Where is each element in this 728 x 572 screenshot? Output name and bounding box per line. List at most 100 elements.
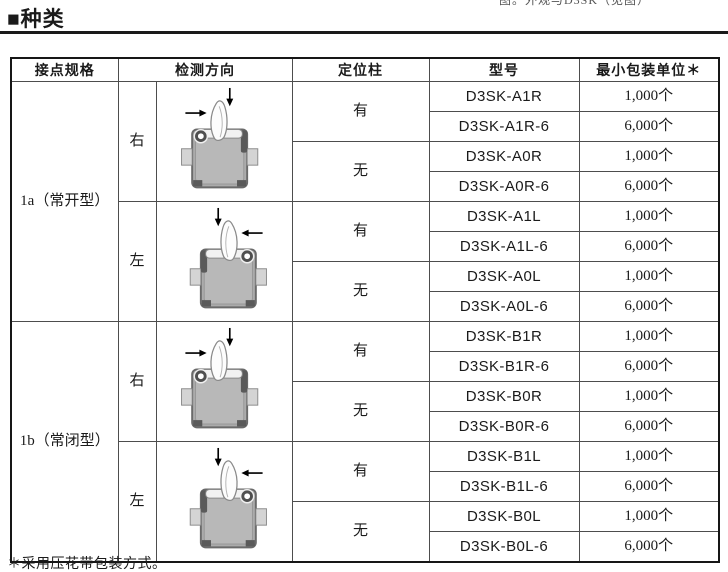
switch-diagram-lever-right-icon [157,87,292,197]
table-row: D3SK-A0R-6 6,000个 [11,171,720,202]
clipped-top-text: 图。外观与D3SK（见图） [498,0,650,7]
model-cell: D3SK-B1R [428,321,580,352]
qty-cell: 6,000个 [578,231,720,262]
header-row: 接点规格 检测方向 定位柱 型号 最小包装单位＊ [10,57,720,82]
model-cell: D3SK-A0R-6 [428,171,580,202]
down-arrow-icon [226,87,234,106]
table-row: 左 [11,201,720,322]
post-cell: 有 [291,201,430,262]
horizontal-arrow-icon [241,229,263,237]
qty-cell: 6,000个 [578,351,720,382]
table-row: D3SK-B0L-6 6,000个 [11,531,720,563]
down-arrow-icon [214,207,222,226]
table-row: 无 D3SK-A0R 1,000个 [11,141,720,202]
contact-spec-cell: 1a（常开型） [10,81,119,322]
hinge-pin [193,368,209,383]
switch-body [189,247,267,308]
table-row: 无 D3SK-B0L 1,000个 [11,501,720,563]
lever-shape [210,339,228,381]
post-cell: 有 [291,81,430,142]
table-row: 1b（常闭型） 右 [10,321,720,563]
contact-spec-cell: 1b（常闭型） [10,321,119,563]
table-row: D3SK-A1L-6 6,000个 [11,231,720,262]
table-row: 1a（常开型） 右 [10,81,720,322]
direction-cell: 左 [117,441,157,563]
qty-cell: 1,000个 [578,321,720,352]
qty-cell: 1,000个 [578,201,720,232]
switch-diagram-lever-left-icon [157,207,292,317]
post-cell: 无 [291,141,430,202]
section-title: ■种类 [7,8,65,31]
model-cell: D3SK-A1R-6 [428,111,580,142]
diagram-cell [155,441,293,563]
direction-cell: 右 [117,81,157,202]
down-arrow-icon [226,327,234,346]
switch-body [181,367,259,428]
qty-cell: 1,000个 [578,141,720,172]
model-cell: D3SK-A0L-6 [428,291,580,322]
table-row: 左 [11,441,720,563]
qty-cell: 1,000个 [578,261,720,292]
qty-cell: 6,000个 [578,171,720,202]
table-row: D3SK-A1R-6 6,000个 [11,111,720,142]
qty-cell: 6,000个 [578,291,720,322]
direction-cell: 右 [117,321,157,442]
qty-cell: 1,000个 [578,381,720,412]
qty-cell: 1,000个 [578,441,720,472]
qty-cell: 1,000个 [578,501,720,532]
model-cell: D3SK-B0R-6 [428,411,580,442]
footnote: ＊采用压花带包装方式。 [7,557,167,572]
diagram-cell [155,201,293,322]
diagram-cell [155,321,293,442]
post-cell: 无 [291,381,430,442]
model-cell: D3SK-B1R-6 [428,351,580,382]
title-rule [0,31,728,34]
hinge-pin [239,248,255,263]
diagram-cell [155,81,293,202]
qty-cell: 1,000个 [578,81,720,112]
lever-shape [220,459,238,501]
model-cell: D3SK-A1R [428,81,580,112]
switch-diagram-lever-right-icon [157,327,292,437]
qty-cell: 6,000个 [578,531,720,563]
qty-cell: 6,000个 [578,471,720,502]
post-cell: 无 [291,501,430,563]
qty-cell: 6,000个 [578,111,720,142]
post-cell: 有 [291,441,430,502]
table-row: 无 D3SK-B0R 1,000个 [11,381,720,442]
table-row: D3SK-B1R-6 6,000个 [11,351,720,382]
down-arrow-icon [214,447,222,466]
post-cell: 有 [291,321,430,382]
post-cell: 无 [291,261,430,322]
model-cell: D3SK-B1L [428,441,580,472]
model-cell: D3SK-A0L [428,261,580,292]
model-cell: D3SK-A1L [428,201,580,232]
header-contact-spec: 接点规格 [10,57,119,82]
model-cell: D3SK-B0L-6 [428,531,580,563]
header-model: 型号 [428,57,580,82]
table-row: D3SK-B0R-6 6,000个 [11,411,720,442]
model-cell: D3SK-B0L [428,501,580,532]
model-cell: D3SK-B0R [428,381,580,412]
horizontal-arrow-icon [185,349,207,357]
switch-body [189,487,267,548]
hinge-pin [239,488,255,503]
model-cell: D3SK-A0R [428,141,580,172]
model-cell: D3SK-B1L-6 [428,471,580,502]
lever-shape [210,99,228,141]
types-table: 接点规格 检测方向 定位柱 型号 最小包装单位＊ 1a（常开型） 右 [10,57,720,563]
horizontal-arrow-icon [241,469,263,477]
hinge-pin [193,128,209,143]
qty-cell: 6,000个 [578,411,720,442]
header-min-package-unit: 最小包装单位＊ [578,57,720,82]
lever-shape [220,219,238,261]
header-detection-direction: 检测方向 [117,57,293,82]
table-row: 无 D3SK-A0L 1,000个 [11,261,720,322]
horizontal-arrow-icon [185,109,207,117]
table-row: D3SK-B1L-6 6,000个 [11,471,720,502]
switch-diagram-lever-left-icon [157,447,292,557]
direction-cell: 左 [117,201,157,322]
model-cell: D3SK-A1L-6 [428,231,580,262]
header-positioning-post: 定位柱 [291,57,430,82]
